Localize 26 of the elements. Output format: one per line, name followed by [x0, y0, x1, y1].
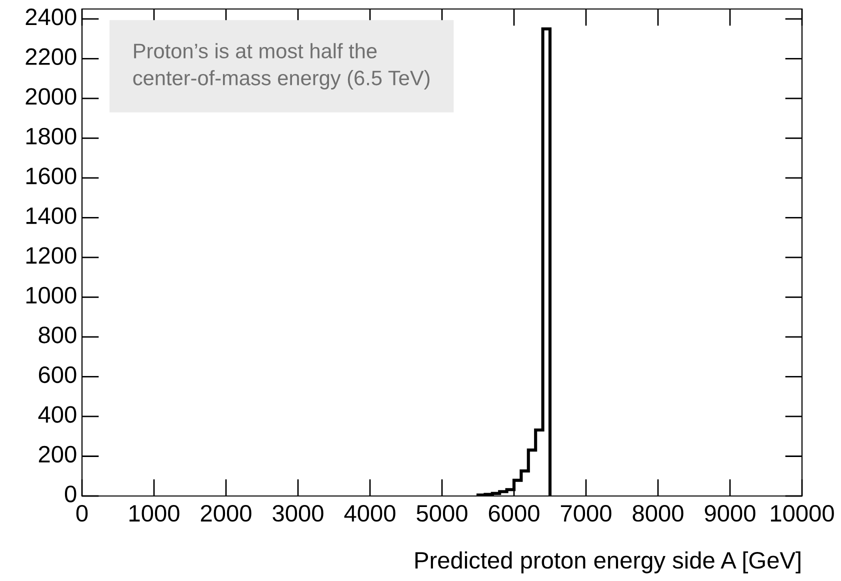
x-axis-title: Predicted proton energy side A [GeV] [415, 551, 800, 574]
y-tick-label: 0 [64, 486, 76, 502]
x-tick-label: 8000 [632, 504, 684, 522]
annotation: Proton’s is at most half the center-of-mass energy (6.5 TeV) [133, 43, 430, 90]
y-tick-label: 1800 [26, 128, 76, 145]
y-tick-label: 2200 [26, 48, 76, 66]
y-tick-label: 400 [38, 406, 76, 423]
x-tick-label: 0 [76, 504, 88, 522]
y-tick-label: 1400 [26, 207, 76, 224]
y-tick-label: 800 [38, 326, 76, 344]
x-tick-label: 3000 [272, 504, 324, 522]
x-tick-label: 9000 [704, 504, 756, 522]
y-tick-label: 2400 [26, 8, 76, 26]
x-tick-label: 1000 [130, 504, 180, 522]
y-tick-label: 1200 [26, 247, 76, 264]
x-tick-label: 4000 [344, 504, 396, 522]
x-tick-label: 7000 [560, 504, 612, 522]
x-tick-label: 5000 [416, 504, 468, 522]
x-tick-label: 2000 [200, 504, 252, 522]
y-tick-label: 1600 [26, 168, 76, 184]
y-tick-label: 200 [38, 446, 76, 463]
y-tick-label: 2000 [26, 88, 76, 105]
x-tick-label: 10000 [770, 504, 834, 522]
y-tick-label: 600 [38, 366, 76, 384]
y-tick-label: 1000 [26, 286, 76, 304]
x-tick-label: 6000 [488, 504, 540, 522]
